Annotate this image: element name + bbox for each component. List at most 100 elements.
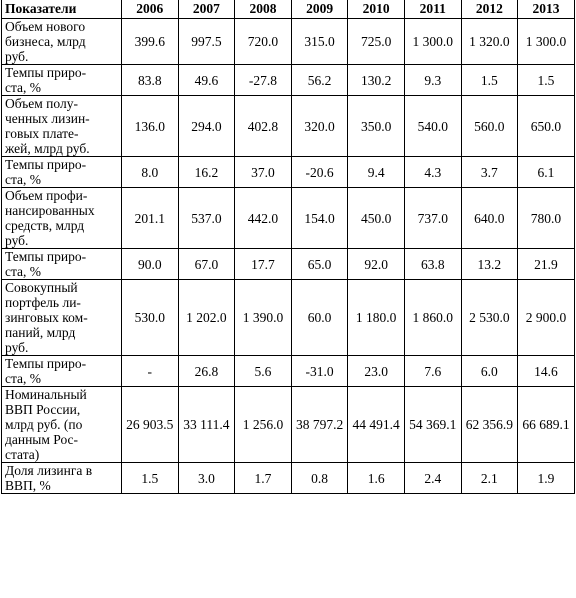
value-cell: 720.0 <box>234 18 292 65</box>
value-cell: 640.0 <box>460 187 519 249</box>
row-label-line: данным Рос- <box>5 432 79 447</box>
value-cell: 1 300.0 <box>517 18 575 65</box>
value-cell: 33 111.4 <box>177 386 236 463</box>
value-cell: 650.0 <box>517 95 575 157</box>
value-cell: 540.0 <box>403 95 462 157</box>
value-cell: 8.0 <box>121 156 179 188</box>
header-year-2013: 2013 <box>517 0 575 19</box>
value-cell: 67.0 <box>177 248 236 280</box>
value-cell: -31.0 <box>290 355 349 387</box>
header-row: Показатели 2006 2007 2008 2009 2010 2011… <box>1 0 575 19</box>
value-cell: 54 369.1 <box>403 386 462 463</box>
value-cell: 1.7 <box>234 462 292 494</box>
value-cell: 442.0 <box>234 187 292 249</box>
value-cell: 60.0 <box>290 279 349 356</box>
value-cell: 1.5 <box>460 64 519 96</box>
row-label-line: ВВП России, <box>5 402 81 417</box>
row-label: Объем профи-нансированных средств, млрд ру… <box>1 187 122 249</box>
row-label-line: ста, % <box>5 80 42 95</box>
row-label-line: млрд руб. (по <box>5 417 83 432</box>
value-cell: 2 530.0 <box>460 279 519 356</box>
row-label-line: Доля лизинга в <box>5 463 93 478</box>
value-cell: 44 491.4 <box>347 386 405 463</box>
value-cell: 320.0 <box>290 95 349 157</box>
row-label-line: паний, млрд <box>5 325 76 340</box>
row-label: Объем нового бизнеса, млрд руб. <box>1 18 122 65</box>
row-label-line: ста, % <box>5 264 42 279</box>
value-cell: 399.6 <box>121 18 179 65</box>
row-label: Темпы приро-ста, % <box>1 355 122 387</box>
value-cell: 23.0 <box>347 355 405 387</box>
value-cell: 350.0 <box>347 95 405 157</box>
value-cell: 49.6 <box>177 64 236 96</box>
value-cell: 530.0 <box>121 279 179 356</box>
header-indicators: Показатели <box>1 0 122 19</box>
table-row: Объем нового бизнеса, млрд руб. 399.6 997.5 7… <box>1 18 575 65</box>
row-label-line: ста, % <box>5 371 42 386</box>
row-label-line: зинговых ком- <box>5 310 88 325</box>
row-label-line: жей, млрд руб. <box>5 141 90 156</box>
row-label-line: Темпы приро- <box>5 65 87 80</box>
value-cell: 402.8 <box>234 95 292 157</box>
row-label-line: Темпы приро- <box>5 249 87 264</box>
header-year-2011: 2011 <box>403 0 462 19</box>
value-cell: 63.8 <box>403 248 462 280</box>
value-cell: 13.2 <box>460 248 519 280</box>
value-cell: 1.9 <box>517 462 575 494</box>
value-cell: 1 202.0 <box>177 279 236 356</box>
row-label: Совокупный портфель ли-зинговых ком-паний… <box>1 279 122 356</box>
value-cell: 62 356.9 <box>460 386 519 463</box>
table-row: Доля лизинга в ВВП, % 1.5 3.0 1.7 0.8 1.6 2.4 2.… <box>1 462 575 494</box>
header-year-2008: 2008 <box>234 0 292 19</box>
value-cell: 90.0 <box>121 248 179 280</box>
document-page: Показатели 2006 2007 2008 2009 2010 2011… <box>1 0 575 494</box>
value-cell: 1 300.0 <box>403 18 462 65</box>
table-row: Номинальный ВВП России, млрд руб. (по данны… <box>1 386 575 463</box>
row-label-line: Объем полу- <box>5 96 78 111</box>
row-label-line: руб. <box>5 340 29 355</box>
value-cell: 2.4 <box>403 462 462 494</box>
row-label-line: Объем профи- <box>5 188 88 203</box>
row-label: Объем полу-ченных лизин-говых плате-жей,… <box>1 95 122 157</box>
value-cell: 83.8 <box>121 64 179 96</box>
value-cell: - <box>121 355 179 387</box>
row-label: Темпы приро-ста, % <box>1 64 122 96</box>
value-cell: 56.2 <box>290 64 349 96</box>
value-cell: 7.6 <box>403 355 462 387</box>
value-cell: 5.6 <box>234 355 292 387</box>
value-cell: 1 180.0 <box>347 279 405 356</box>
value-cell: 1.5 <box>517 64 575 96</box>
value-cell: 26.8 <box>177 355 236 387</box>
value-cell: 17.7 <box>234 248 292 280</box>
value-cell: 1 860.0 <box>403 279 462 356</box>
value-cell: 725.0 <box>347 18 405 65</box>
value-cell: 0.8 <box>290 462 349 494</box>
value-cell: 1.5 <box>121 462 179 494</box>
value-cell: 1 390.0 <box>234 279 292 356</box>
row-label: Темпы приро-ста, % <box>1 156 122 188</box>
value-cell: 38 797.2 <box>290 386 349 463</box>
value-cell: 3.0 <box>177 462 236 494</box>
row-label-line: Темпы приро- <box>5 157 87 172</box>
value-cell: 66 689.1 <box>517 386 575 463</box>
header-year-2007: 2007 <box>177 0 236 19</box>
value-cell: 6.1 <box>517 156 575 188</box>
value-cell: 65.0 <box>290 248 349 280</box>
row-label-line: Совокупный <box>5 280 78 295</box>
row-label-line: нансированных <box>5 203 95 218</box>
row-label: Номинальный ВВП России, млрд руб. (по данны… <box>1 386 122 463</box>
row-label-line: Номинальный <box>5 387 87 402</box>
value-cell: 1.6 <box>347 462 405 494</box>
value-cell: 14.6 <box>517 355 575 387</box>
value-cell: 16.2 <box>177 156 236 188</box>
row-label-line: бизнеса, млрд <box>5 34 86 49</box>
table-row: Темпы приро-ста, % -26.8 5.6 -31.0 23.0 7.6 6.… <box>1 355 575 387</box>
table-header: Показатели 2006 2007 2008 2009 2010 2011… <box>1 0 575 19</box>
value-cell: 6.0 <box>460 355 519 387</box>
header-year-2009: 2009 <box>290 0 349 19</box>
value-cell: 136.0 <box>121 95 179 157</box>
table-row: Объем профи-нансированных средств, млрд ру… <box>1 187 575 249</box>
value-cell: 1 256.0 <box>234 386 292 463</box>
table-row: Темпы приро-ста, % 8.0 16.2 37.0 -20.6 9.4 4.3… <box>1 156 575 188</box>
value-cell: 37.0 <box>234 156 292 188</box>
